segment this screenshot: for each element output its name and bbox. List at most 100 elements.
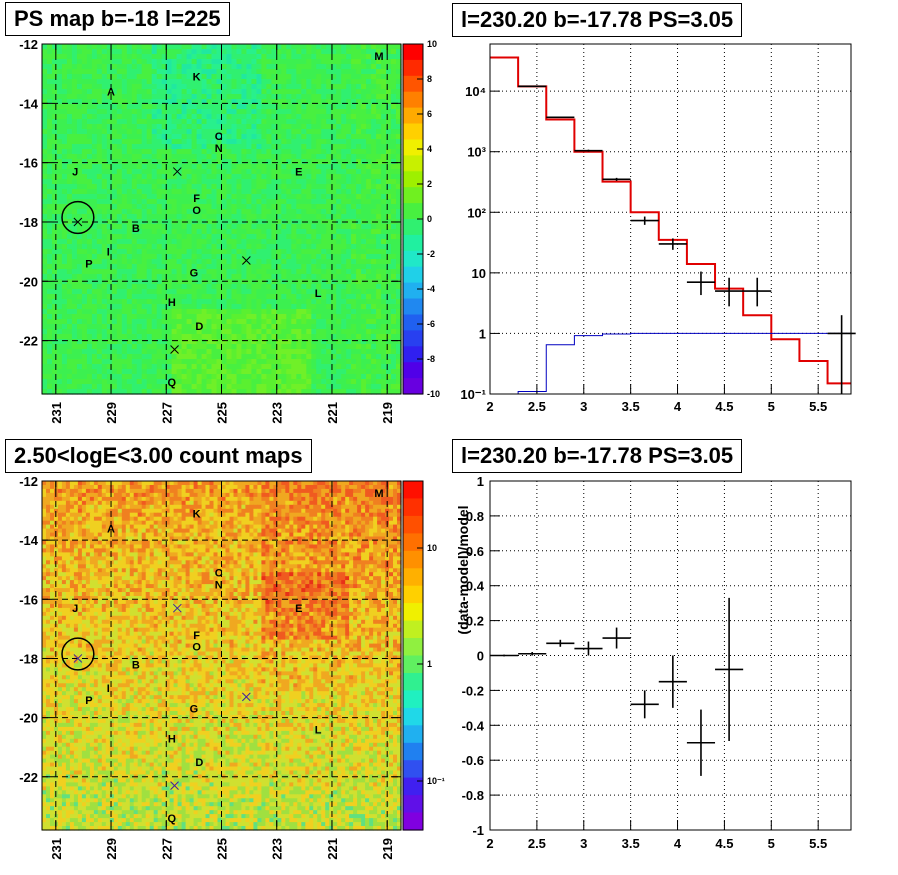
heatmap-cell (296, 64, 302, 70)
heatmap-cell (86, 119, 93, 125)
heatmap-cell (261, 69, 267, 75)
heatmap-cell (291, 174, 297, 180)
heatmap-cell (386, 209, 392, 215)
heatmap-cell (346, 184, 352, 190)
heatmap-cell (371, 54, 377, 60)
heatmap-cell (71, 149, 78, 155)
heatmap-cell (156, 84, 163, 90)
heatmap-cell (146, 329, 153, 335)
heatmap-cell (271, 224, 277, 230)
heatmap-cell (386, 189, 392, 195)
heatmap-cell (186, 364, 193, 370)
heatmap-cell (261, 179, 267, 185)
heatmap-cell (286, 314, 292, 320)
heatmap-cell (336, 154, 342, 160)
heatmap-cell (136, 59, 143, 65)
heatmap-cell (47, 174, 53, 180)
heatmap-cell (131, 264, 138, 270)
heatmap-cell (346, 199, 352, 205)
heatmap-cell (81, 239, 88, 245)
heatmap-cell (306, 114, 312, 120)
heatmap-cell (171, 334, 178, 340)
heatmap-cell (356, 184, 362, 190)
heatmap-cell (111, 159, 118, 165)
heatmap-cell (156, 109, 163, 115)
heatmap-cell (216, 374, 223, 380)
heatmap-cell (286, 174, 292, 180)
heatmap-cell (141, 359, 148, 365)
heatmap-cell (96, 84, 103, 90)
heatmap-cell (47, 184, 53, 190)
heatmap-cell (91, 259, 98, 265)
heatmap-cell (57, 359, 63, 365)
heatmap-cell (161, 269, 168, 275)
heatmap-cell (366, 169, 372, 175)
heatmap-cell (306, 274, 312, 280)
heatmap-cell (341, 94, 347, 100)
heatmap-cell (256, 234, 262, 240)
heatmap-cell (356, 214, 362, 220)
heatmap-cell (211, 304, 218, 310)
heatmap-cell (71, 209, 78, 215)
heatmap-cell (316, 174, 322, 180)
heatmap-cell (301, 114, 307, 120)
heatmap-cell (326, 184, 332, 190)
heatmap-cell (371, 189, 377, 195)
heatmap-cell (176, 359, 183, 365)
heatmap-cell (111, 249, 118, 255)
heatmap-cell (201, 194, 208, 200)
heatmap-cell (191, 324, 198, 330)
heatmap-cell (181, 119, 188, 125)
heatmap-cell (47, 144, 53, 150)
heatmap-cell (86, 389, 93, 395)
heatmap-cell (181, 114, 188, 120)
heatmap-cell (226, 104, 233, 110)
heatmap-cell (126, 179, 133, 185)
heatmap-cell (156, 154, 163, 160)
heatmap-cell (81, 74, 88, 80)
heatmap-cell (206, 144, 213, 150)
heatmap-cell (306, 129, 312, 135)
heatmap-cell (256, 364, 262, 370)
heatmap-cell (291, 354, 297, 360)
heatmap-cell (286, 309, 292, 315)
heatmap-cell (391, 44, 397, 50)
heatmap-cell (221, 369, 228, 375)
heatmap-cell (196, 244, 203, 250)
heatmap-cell (306, 159, 312, 165)
heatmap-cell (226, 69, 233, 75)
heatmap-cell (306, 104, 312, 110)
heatmap-cell (76, 224, 83, 230)
heatmap-cell (191, 249, 198, 255)
heatmap-cell (156, 254, 163, 260)
heatmap-cell (111, 144, 118, 150)
heatmap-cell (186, 94, 193, 100)
heatmap-cell (356, 289, 362, 295)
heatmap-cell (121, 209, 128, 215)
heatmap-cell (276, 334, 282, 340)
heatmap-cell (96, 384, 103, 390)
heatmap-cell (66, 94, 73, 100)
heatmap-cell (386, 384, 392, 390)
heatmap-cell (291, 84, 297, 90)
heatmap-cell (76, 149, 83, 155)
heatmap-cell (181, 379, 188, 385)
heatmap-cell (136, 314, 143, 320)
heatmap-cell (52, 309, 58, 315)
heatmap-cell (71, 94, 78, 100)
heatmap-cell (71, 249, 78, 255)
heatmap-cell (171, 209, 178, 215)
heatmap-cell (106, 134, 113, 140)
heatmap-cell (311, 99, 317, 105)
heatmap-cell (221, 214, 228, 220)
heatmap-cell (331, 139, 337, 145)
heatmap-cell (91, 154, 98, 160)
heatmap-cell (191, 189, 198, 195)
heatmap-cell (91, 134, 98, 140)
heatmap-cell (206, 214, 213, 220)
heatmap-cell (42, 159, 48, 165)
heatmap-cell (186, 214, 193, 220)
heatmap-cell (251, 164, 257, 170)
heatmap-cell (71, 179, 78, 185)
heatmap-cell (391, 339, 397, 345)
